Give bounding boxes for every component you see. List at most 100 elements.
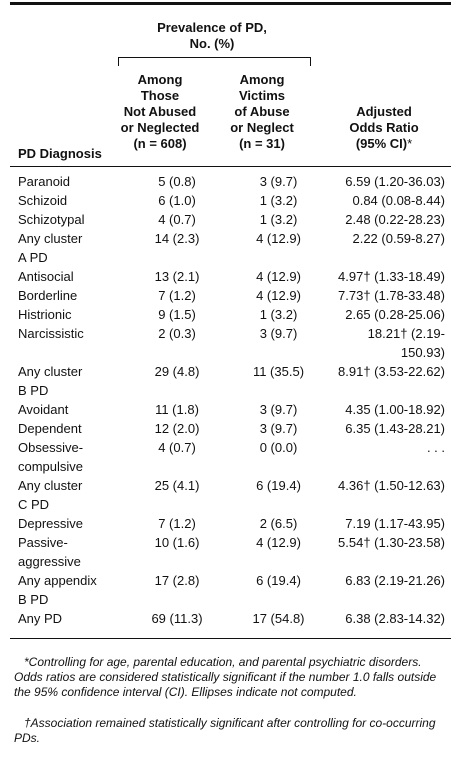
header-line: (95% CI)* [322, 136, 446, 152]
footnote-dagger: †Association remained statistically sign… [14, 716, 436, 745]
diagnosis-line: A PD [18, 250, 48, 265]
header-line: (n = 31) [239, 136, 285, 151]
column-header-diagnosis: PD Diagnosis [18, 146, 102, 161]
diagnosis-cell: Avoidant [10, 400, 126, 419]
not-abused-cell: 10 (1.6) [154, 535, 200, 550]
not-abused-cell: 13 (2.1) [154, 269, 200, 284]
table-row: Antisocial 13 (2.1) 4 (12.9) 4.97† (1.33-18… [10, 267, 451, 286]
not-abused-cell: 4 (0.7) [158, 212, 196, 227]
group-header: Prevalence of PD, No. (%) [112, 20, 312, 52]
header-line: Not Abused [123, 104, 197, 119]
table-row: Passive-aggressive 10 (1.6) 4 (12.9) 5.54† … [10, 533, 451, 571]
odds-ratio-cell: 6.83 (2.19-21.26) [345, 573, 445, 588]
diagnosis-line: Any cluster [18, 478, 83, 493]
abused-cell: 1 (3.2) [259, 212, 298, 227]
bottom-rule [10, 638, 451, 639]
diagnosis-cell: Any cluster B PD [10, 362, 126, 400]
diagnosis-cell: Any cluster A PD [10, 229, 126, 267]
diagnosis-cell: Any cluster C PD [10, 476, 126, 514]
diagnosis-line: Histrionic [18, 307, 72, 322]
diagnosis-cell: Schizotypal [10, 210, 126, 229]
header-line: Among [137, 72, 183, 87]
diagnosis-cell: Any appendix B PD [10, 571, 126, 609]
not-abused-cell: 2 (0.3) [158, 326, 196, 341]
table-row: Histrionic 9 (1.5) 1 (3.2) 2.65 (0.28-25.06… [10, 305, 451, 324]
diagnosis-cell: Passive-aggressive [10, 533, 126, 571]
diagnosis-line: C PD [18, 497, 50, 512]
odds-ratio-cell: 8.91† (3.53-22.62) [338, 364, 445, 379]
abused-cell: 4 (12.9) [256, 288, 301, 303]
table-row: Obsessive-compulsive 4 (0.7) 0 (0.0) . . . [10, 438, 451, 476]
column-header-not-abused: Among Those Not Abused or Neglected (n =… [112, 72, 208, 152]
group-bracket [118, 57, 311, 66]
abused-cell: 1 (3.2) [259, 193, 298, 208]
odds-ratio-cell: 7.73† (1.78-33.48) [338, 288, 445, 303]
table-row: Schizotypal 4 (0.7) 1 (3.2) 2.48 (0.22-28.2… [10, 210, 451, 229]
table-row: Narcissistic 2 (0.3) 3 (9.7) 18.21† (2.19-1… [10, 324, 451, 362]
table-row: Any cluster B PD 29 (4.8) 11 (35.5) 8.91† (3… [10, 362, 451, 400]
header-line: of Abuse [234, 104, 290, 119]
diagnosis-cell: Obsessive-compulsive [10, 438, 126, 476]
diagnosis-line: Dependent [18, 421, 82, 436]
abused-cell: 11 (35.5) [252, 364, 305, 379]
odds-ratio-cell: 2.48 (0.22-28.23) [345, 212, 445, 227]
abused-cell: 17 (54.8) [252, 611, 305, 626]
abused-cell: 3 (9.7) [259, 421, 298, 436]
diagnosis-cell: Depressive [10, 514, 126, 533]
not-abused-cell: 4 (0.7) [158, 440, 196, 455]
diagnosis-line: Schizoid [18, 193, 68, 208]
header-line: or Neglect [230, 120, 294, 135]
diagnosis-line: Any cluster [18, 231, 83, 246]
diagnosis-line: Antisocial [18, 269, 74, 284]
header-text: (95% CI) [355, 136, 408, 151]
footnote-star: *Controlling for age, parental education… [14, 655, 437, 699]
header-line: Those [140, 88, 180, 103]
odds-ratio-cell: 7.19 (1.17-43.95) [345, 516, 445, 531]
abused-cell: 4 (12.9) [256, 231, 301, 246]
column-header-abused: Among Victims of Abuse or Neglect (n = 3… [212, 72, 312, 152]
abused-cell: 1 (3.2) [259, 307, 298, 322]
header-rule [10, 166, 451, 167]
not-abused-cell: 14 (2.3) [154, 231, 200, 246]
abused-cell: 6 (19.4) [256, 573, 301, 588]
table-row: Paranoid 5 (0.8) 3 (9.7) 6.59 (1.20-36.03) [10, 172, 451, 191]
diagnosis-cell: Antisocial [10, 267, 126, 286]
odds-ratio-cell: 2.22 (0.59-8.27) [352, 231, 445, 246]
not-abused-cell: 5 (0.8) [158, 174, 196, 189]
odds-ratio-cell: 4.35 (1.00-18.92) [345, 402, 445, 417]
group-header-line1: Prevalence of PD, [157, 20, 267, 35]
table-row: Any PD 69 (11.3) 17 (54.8) 6.38 (2.83-14.32… [10, 609, 451, 628]
diagnosis-line: Borderline [18, 288, 78, 303]
top-rule [10, 2, 451, 5]
abused-cell: 6 (19.4) [256, 478, 301, 493]
table-body: Paranoid 5 (0.8) 3 (9.7) 6.59 (1.20-36.03) S… [10, 172, 451, 628]
table-row: Any appendix B PD 17 (2.8) 6 (19.4) 6.83 (2.… [10, 571, 451, 609]
diagnosis-line: Passive- [18, 535, 68, 550]
abused-cell: 3 (9.7) [259, 326, 298, 341]
diagnosis-cell: Any PD [10, 609, 126, 628]
header-line: Among [239, 72, 285, 87]
odds-ratio-cell: . . . [426, 440, 445, 455]
odds-ratio-cell: 4.36† (1.50-12.63) [338, 478, 445, 493]
table-row: Borderline 7 (1.2) 4 (12.9) 7.73† (1.78-33.… [10, 286, 451, 305]
header-line: (n = 608) [133, 136, 187, 151]
diagnosis-cell: Borderline [10, 286, 126, 305]
not-abused-cell: 29 (4.8) [154, 364, 200, 379]
abused-cell: 3 (9.7) [259, 174, 298, 189]
diagnosis-cell: Schizoid [10, 191, 126, 210]
not-abused-cell: 17 (2.8) [154, 573, 200, 588]
diagnosis-line: Narcissistic [18, 326, 84, 341]
odds-ratio-cell: 6.35 (1.43-28.21) [345, 421, 445, 436]
abused-cell: 2 (6.5) [259, 516, 298, 531]
diagnosis-line: B PD [18, 592, 49, 607]
column-header-odds-ratio: Adjusted Odds Ratio (95% CI)* [322, 104, 446, 152]
abused-cell: 4 (12.9) [256, 269, 301, 284]
not-abused-cell: 6 (1.0) [158, 193, 196, 208]
group-header-line2: No. (%) [189, 36, 235, 51]
diagnosis-cell: Histrionic [10, 305, 126, 324]
diagnosis-line: Depressive [18, 516, 84, 531]
diagnosis-line: Schizotypal [18, 212, 85, 227]
diagnosis-line: Any appendix [18, 573, 97, 588]
not-abused-cell: 12 (2.0) [154, 421, 200, 436]
